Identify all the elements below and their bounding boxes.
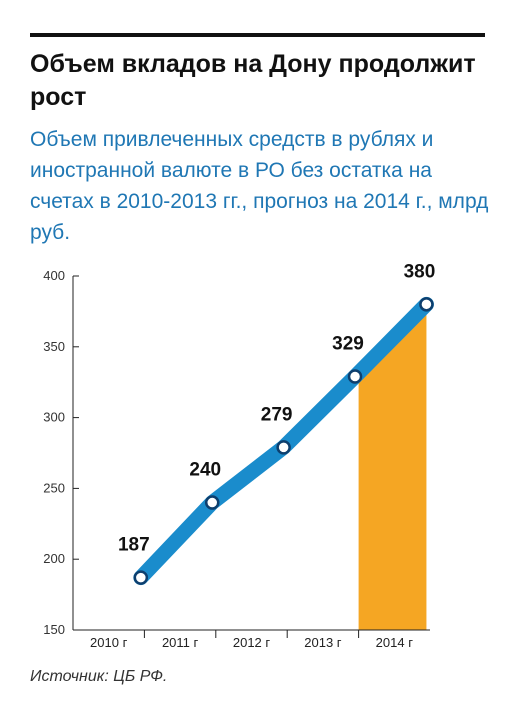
x-tick-label: 2014 г bbox=[376, 635, 414, 650]
y-tick-label: 200 bbox=[43, 551, 65, 566]
data-point bbox=[347, 369, 363, 384]
x-tick-label: 2013 г bbox=[304, 635, 342, 650]
data-point bbox=[419, 297, 434, 312]
forecast-area bbox=[358, 304, 427, 630]
data-point bbox=[133, 570, 149, 585]
y-tick-label: 250 bbox=[43, 480, 65, 495]
x-tick-label: 2010 г bbox=[90, 635, 128, 650]
y-tick-label: 300 bbox=[43, 410, 65, 425]
y-tick-label: 350 bbox=[43, 339, 65, 354]
chart-subtitle: Объем привлеченных средств в рублях и ин… bbox=[30, 128, 489, 244]
data-label: 380 bbox=[404, 261, 436, 282]
data-label: 329 bbox=[332, 334, 364, 355]
data-point bbox=[204, 495, 220, 510]
data-label: 279 bbox=[261, 404, 293, 425]
x-tick-label: 2012 г bbox=[233, 635, 271, 650]
chart-title: Объем вкладов на Дону продолжит рост bbox=[30, 50, 476, 111]
source-note: Источник: ЦБ РФ. bbox=[30, 668, 168, 685]
data-point bbox=[276, 440, 291, 455]
data-label: 240 bbox=[189, 460, 221, 481]
top-rule bbox=[30, 33, 485, 37]
y-tick-label: 150 bbox=[43, 622, 65, 637]
x-tick-label: 2011 г bbox=[162, 635, 199, 650]
data-label: 187 bbox=[118, 535, 150, 556]
y-tick-label: 400 bbox=[43, 268, 65, 283]
